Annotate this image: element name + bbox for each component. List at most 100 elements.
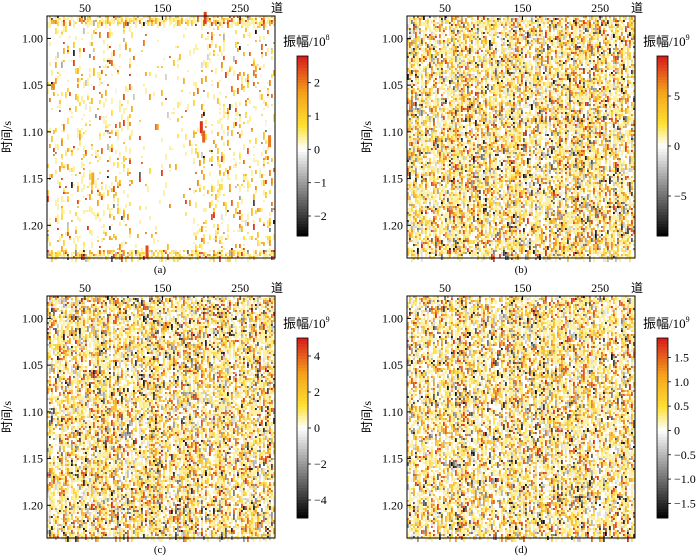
amplitude-cell	[211, 124, 213, 126]
amplitude-cell	[49, 256, 51, 262]
amplitude-cell	[103, 254, 105, 256]
amplitude-cell	[439, 76, 441, 78]
amplitude-cell	[425, 54, 427, 56]
amplitude-cell	[81, 96, 83, 102]
amplitude-cell	[217, 194, 219, 198]
amplitude-cell	[417, 98, 419, 100]
amplitude-cell	[425, 44, 427, 46]
amplitude-cell	[81, 158, 83, 160]
amplitude-cell	[443, 240, 445, 242]
amplitude-cell	[223, 32, 225, 34]
amplitude-cell	[135, 250, 137, 254]
amplitude-cell	[455, 156, 457, 158]
amplitude-cell	[447, 64, 449, 68]
amplitude-cell	[195, 24, 197, 26]
amplitude-cell	[443, 114, 445, 116]
amplitude-cell	[221, 246, 223, 248]
amplitude-cell	[57, 198, 59, 202]
amplitude-cell	[441, 118, 443, 122]
amplitude-cell	[441, 132, 443, 134]
amplitude-cell	[449, 122, 451, 124]
amplitude-cell	[419, 240, 421, 244]
amplitude-cell	[425, 242, 427, 244]
amplitude-cell	[257, 82, 259, 84]
amplitude-cell	[411, 32, 413, 38]
amplitude-cell	[87, 226, 89, 230]
amplitude-cell	[49, 22, 51, 28]
amplitude-cell	[169, 18, 171, 20]
amplitude-cell	[73, 184, 75, 186]
amplitude-cell	[431, 54, 433, 58]
amplitude-cell	[187, 70, 189, 72]
amplitude-cell	[455, 90, 457, 92]
amplitude-cell	[177, 22, 179, 26]
amplitude-cell	[197, 128, 199, 132]
amplitude-cell	[421, 256, 423, 262]
amplitude-cell	[457, 54, 459, 56]
amplitude-cell	[411, 88, 413, 90]
amplitude-cell	[413, 142, 415, 144]
amplitude-cell	[437, 226, 439, 228]
amplitude-cell	[455, 104, 457, 106]
amplitude-cell	[431, 124, 433, 126]
amplitude-cell	[85, 104, 87, 110]
amplitude-cell	[257, 208, 259, 212]
amplitude-cell	[425, 196, 427, 198]
amplitude-cell	[435, 58, 437, 64]
amplitude-cell	[59, 18, 61, 20]
amplitude-cell	[265, 194, 267, 196]
amplitude-cell	[409, 152, 411, 154]
amplitude-cell	[449, 240, 451, 242]
amplitude-cell	[97, 178, 99, 180]
amplitude-cell	[83, 114, 85, 116]
colorbar-segment	[297, 230, 308, 234]
amplitude-cell	[411, 236, 413, 238]
amplitude-cell	[417, 236, 419, 240]
amplitude-cell	[235, 104, 237, 108]
amplitude-cell	[419, 108, 421, 110]
amplitude-cell	[99, 156, 101, 160]
amplitude-cell	[457, 186, 459, 190]
amplitude-cell	[217, 54, 219, 56]
amplitude-cell	[261, 114, 263, 116]
amplitude-cell	[427, 252, 429, 254]
amplitude-cell	[99, 246, 101, 248]
amplitude-cell	[81, 162, 83, 168]
amplitude-cell	[129, 48, 131, 52]
amplitude-cell	[423, 88, 425, 94]
amplitude-cell	[129, 58, 131, 64]
amplitude-cell	[251, 250, 253, 256]
amplitude-cell	[461, 228, 463, 230]
amplitude-cell	[429, 208, 431, 210]
amplitude-cell	[221, 68, 223, 72]
amplitude-cell	[451, 150, 453, 152]
amplitude-cell	[99, 100, 101, 104]
amplitude-cell	[417, 58, 419, 64]
amplitude-cell	[227, 210, 229, 212]
amplitude-cell	[81, 254, 83, 260]
amplitude-cell	[419, 168, 421, 170]
amplitude-cell	[127, 116, 129, 122]
amplitude-cell	[111, 188, 113, 192]
amplitude-cell	[263, 158, 265, 160]
colorbar-segment	[297, 149, 308, 153]
amplitude-cell	[461, 102, 463, 106]
amplitude-cell	[455, 218, 457, 222]
amplitude-cell	[437, 44, 439, 48]
amplitude-cell	[429, 90, 431, 92]
amplitude-cell	[63, 240, 65, 246]
amplitude-cell	[447, 120, 449, 122]
amplitude-cell	[125, 44, 127, 50]
amplitude-cell	[245, 28, 247, 32]
amplitude-cell	[83, 164, 85, 166]
amplitude-cell	[419, 186, 421, 188]
amplitude-cell	[431, 120, 433, 122]
amplitude-cell	[249, 184, 251, 188]
amplitude-cell	[435, 54, 437, 56]
amplitude-cell	[411, 28, 413, 30]
amplitude-cell	[459, 118, 461, 120]
amplitude-cell	[459, 112, 461, 114]
amplitude-cell	[459, 104, 461, 106]
amplitude-cell	[423, 174, 425, 176]
amplitude-cell	[413, 54, 415, 56]
